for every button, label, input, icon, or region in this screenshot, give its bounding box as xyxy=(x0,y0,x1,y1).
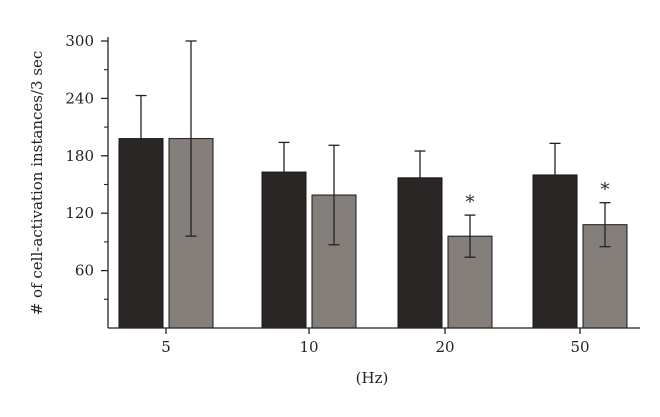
y-tick-label: 60 xyxy=(75,262,94,280)
x-tick-label: 5 xyxy=(161,338,171,356)
bar-5-series1 xyxy=(118,138,164,329)
y-axis: 60 120 180 240 300 xyxy=(65,32,109,328)
x-axis: 5 10 20 50 xyxy=(108,327,640,356)
y-tick-label: 300 xyxy=(65,32,94,50)
bar-20-series1 xyxy=(397,177,443,329)
y-tick-label: 180 xyxy=(65,147,94,165)
y-tick-label: 240 xyxy=(65,89,94,107)
significance-asterisk: * xyxy=(601,180,610,201)
bar-50-series1 xyxy=(532,174,578,329)
x-tick-label: 50 xyxy=(570,338,589,356)
bar-10-series1 xyxy=(261,171,307,329)
x-tick-label: 10 xyxy=(299,338,318,356)
y-tick-label: 120 xyxy=(65,204,94,222)
x-axis-title: (Hz) xyxy=(356,369,389,387)
significance-asterisk: * xyxy=(466,192,475,213)
plot-area: ** xyxy=(118,40,628,329)
y-axis-title: # of cell-activation instances/3 sec xyxy=(28,51,46,316)
x-tick-label: 20 xyxy=(435,338,454,356)
